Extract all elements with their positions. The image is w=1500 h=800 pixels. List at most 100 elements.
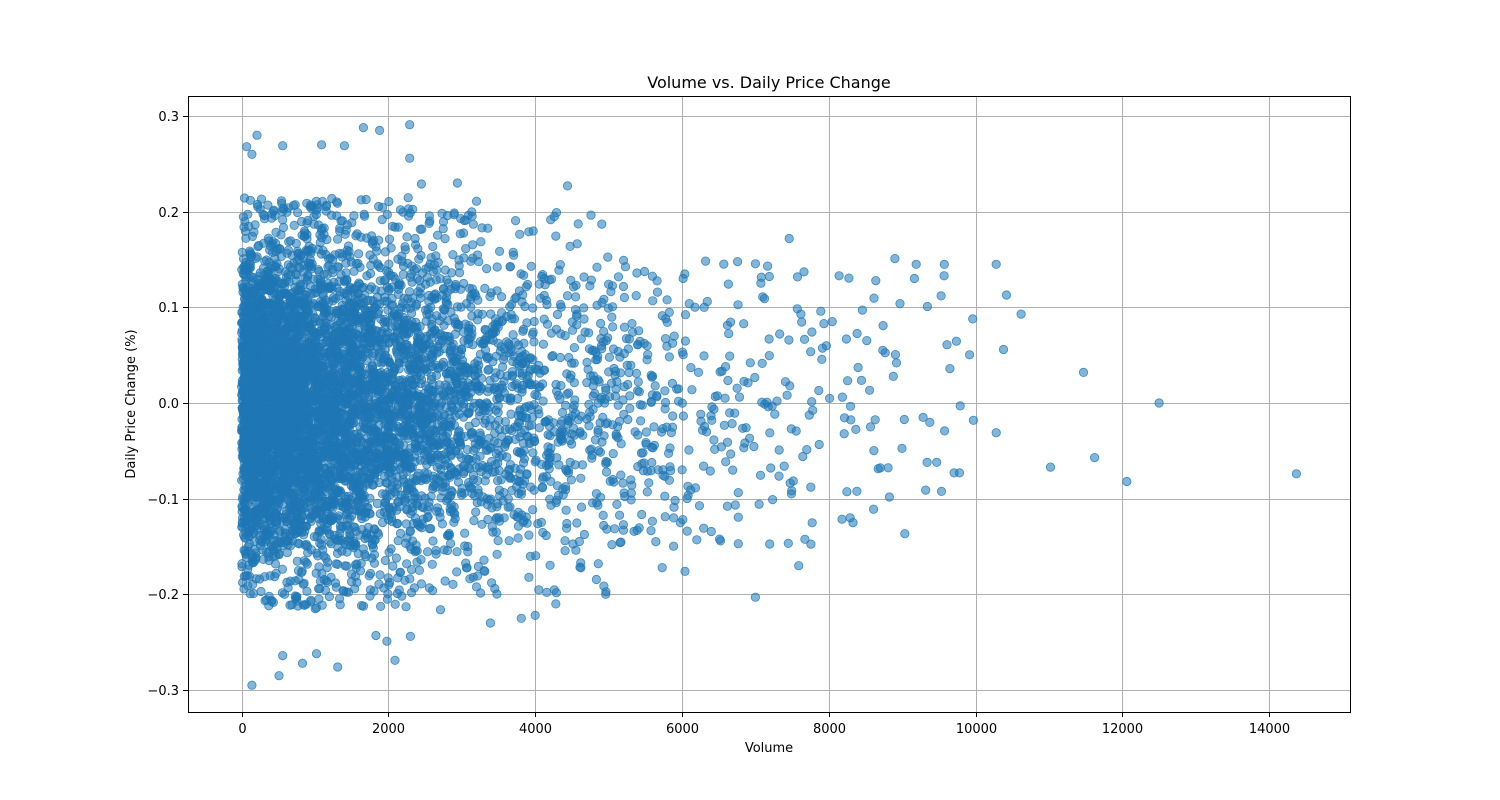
data-point: [739, 319, 749, 329]
data-point: [538, 339, 549, 349]
data-point: [349, 211, 359, 221]
data-point: [609, 524, 620, 534]
data-point: [401, 602, 411, 612]
data-point: [792, 272, 803, 282]
data-point: [664, 307, 674, 317]
data-point: [687, 385, 697, 395]
data-point: [799, 334, 810, 344]
data-point: [726, 449, 736, 459]
data-point: [667, 378, 678, 388]
data-point: [942, 340, 952, 350]
data-point: [619, 292, 630, 303]
data-point: [1154, 398, 1164, 408]
data-point: [722, 320, 733, 330]
data-point: [750, 592, 761, 602]
data-point: [734, 392, 745, 402]
data-point: [471, 196, 482, 206]
data-point: [374, 125, 385, 135]
data-point: [447, 268, 457, 278]
data-point: [369, 558, 380, 568]
data-point: [895, 298, 905, 309]
data-point: [666, 427, 677, 438]
data-point: [588, 404, 598, 414]
data-point: [530, 610, 540, 621]
data-point: [488, 356, 498, 367]
data-point: [311, 649, 322, 659]
data-point: [1001, 290, 1012, 300]
data-point: [449, 210, 459, 220]
data-point: [637, 400, 647, 410]
data-point: [539, 290, 549, 301]
data-point: [492, 476, 503, 486]
data-point: [529, 337, 539, 347]
data-point: [647, 457, 657, 468]
data-point: [425, 277, 435, 287]
data-point: [460, 528, 470, 538]
data-point: [438, 224, 448, 234]
data-point: [358, 123, 368, 133]
data-point: [890, 349, 901, 360]
data-point: [560, 546, 570, 556]
data-point: [864, 385, 875, 395]
data-point: [560, 400, 571, 410]
data-point: [760, 399, 770, 409]
data-point: [534, 585, 544, 595]
data-point: [592, 262, 602, 272]
data-point: [968, 314, 978, 324]
data-point: [883, 463, 893, 473]
data-point: [722, 501, 733, 511]
data-point: [536, 459, 547, 469]
data-point: [936, 486, 947, 496]
data-point: [602, 524, 612, 534]
data-point: [562, 181, 573, 191]
data-point: [390, 222, 400, 232]
data-point: [612, 377, 622, 387]
data-point: [552, 309, 563, 320]
data-point: [631, 368, 642, 378]
data-point: [314, 594, 324, 604]
data-point: [484, 433, 494, 443]
data-point: [452, 178, 462, 188]
data-point: [452, 567, 462, 577]
data-point: [936, 291, 946, 301]
data-point: [733, 300, 743, 310]
data-point: [515, 447, 526, 457]
data-point: [427, 559, 437, 569]
data-point: [616, 537, 626, 547]
data-point: [486, 578, 497, 588]
data-point: [475, 451, 485, 461]
data-point: [254, 240, 264, 251]
data-point: [814, 385, 824, 396]
data-point: [417, 224, 427, 234]
data-point: [646, 525, 656, 536]
data-point: [719, 420, 730, 430]
data-point: [540, 280, 550, 290]
data-point: [454, 261, 464, 271]
data-point: [678, 514, 688, 525]
data-point: [807, 327, 817, 337]
data-point: [779, 461, 789, 471]
data-point: [524, 530, 534, 540]
data-point: [845, 401, 856, 411]
data-point: [384, 547, 394, 557]
data-point: [890, 254, 900, 264]
data-point: [1078, 367, 1089, 377]
data-point: [534, 382, 544, 392]
data-point: [699, 302, 709, 312]
data-point: [774, 445, 784, 455]
data-point: [252, 130, 262, 140]
data-point: [644, 478, 654, 488]
data-point: [620, 262, 631, 272]
data-point: [775, 329, 785, 339]
data-point: [538, 396, 548, 406]
data-point: [837, 514, 847, 524]
data-point: [949, 468, 959, 478]
data-point: [448, 250, 458, 260]
data-point: [507, 314, 517, 324]
data-point: [410, 547, 420, 557]
data-point: [393, 573, 403, 583]
data-point: [837, 392, 848, 402]
data-point: [794, 561, 804, 571]
data-point: [625, 403, 635, 413]
data-point: [380, 322, 390, 333]
